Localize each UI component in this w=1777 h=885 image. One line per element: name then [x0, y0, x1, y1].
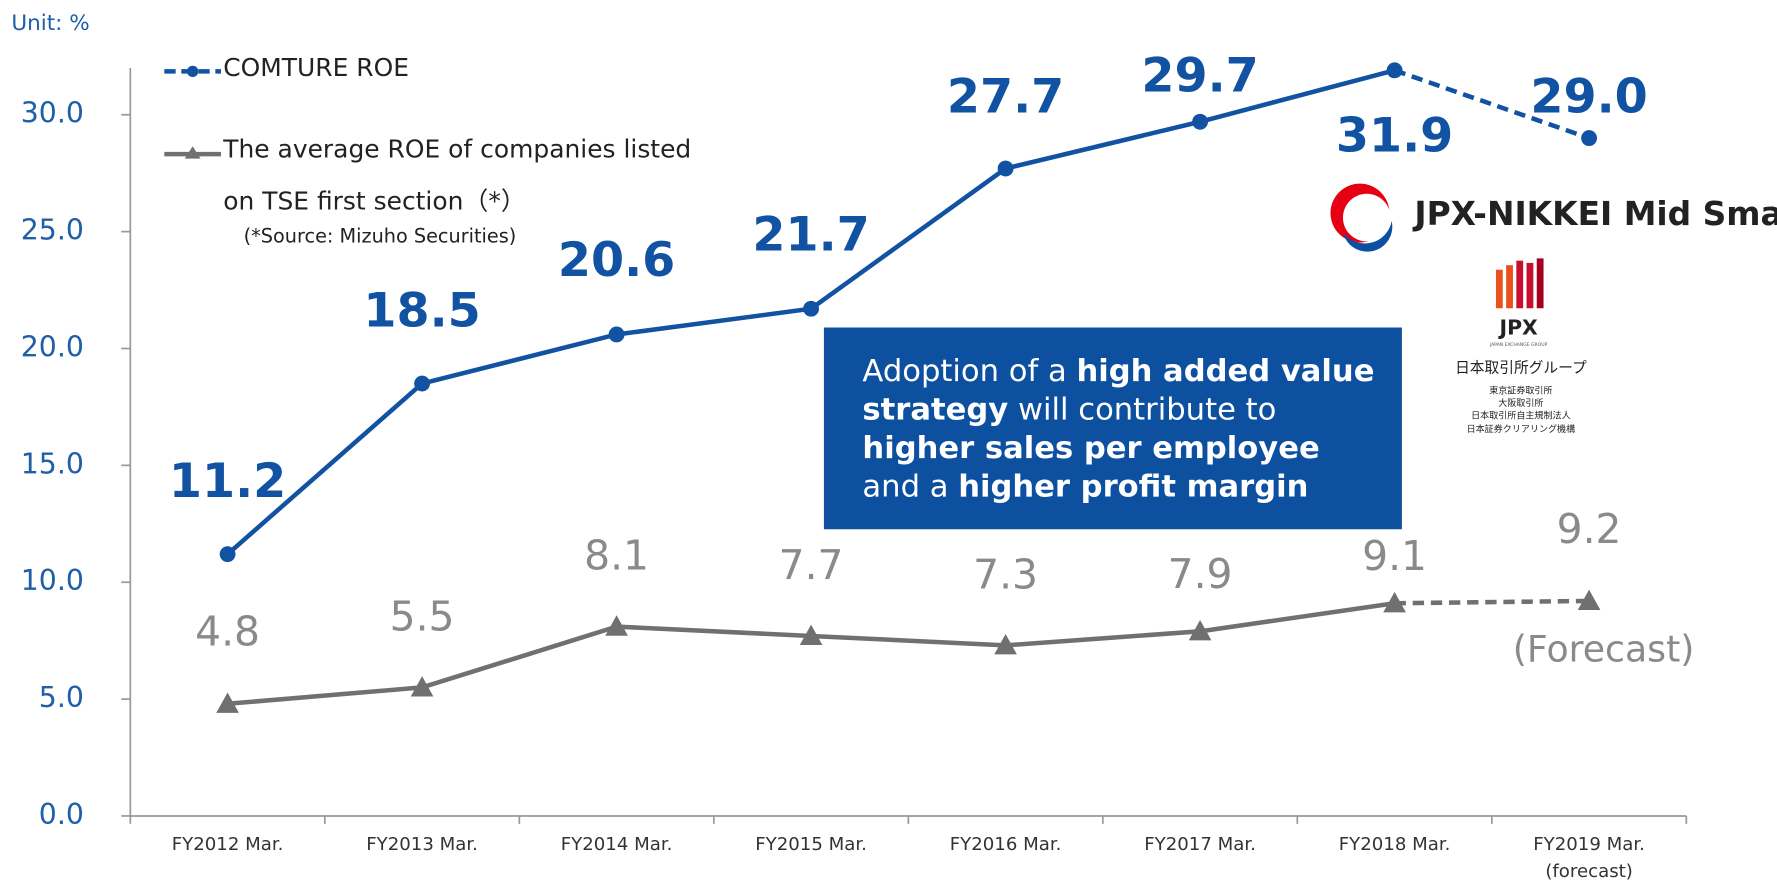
- marker: [1581, 130, 1598, 147]
- marker: [216, 692, 239, 713]
- y-tick-label: 5.0: [39, 681, 84, 714]
- value-label: 8.1: [584, 532, 649, 580]
- group-name: 日本取引所グループ: [1455, 359, 1587, 376]
- marker: [799, 624, 823, 646]
- forecast-note: (Forecast): [1513, 628, 1695, 671]
- value-label: 5.5: [390, 592, 455, 640]
- y-tick-label: 0.0: [39, 798, 84, 831]
- value-label: 7.7: [779, 541, 844, 589]
- jpx-logo: JPX JAPAN EXCHANGE GROUP 日本取引所グループ 東京証券取…: [1455, 258, 1587, 435]
- index-name: JPX-NIKKEI Mid Small: [1412, 194, 1777, 233]
- legend-entry: The average ROE of companies listed on T…: [223, 135, 692, 217]
- jpx-sub: JAPAN EXCHANGE GROUP: [1489, 342, 1548, 348]
- value-label: 29.0: [1530, 70, 1647, 125]
- member: 日本証券クリアリング機構: [1467, 423, 1576, 435]
- x-tick-label: FY2015 Mar.: [755, 832, 867, 855]
- value-label: 4.8: [195, 608, 260, 656]
- marker: [997, 160, 1014, 177]
- callout: Adoption of a high added value strategy …: [823, 327, 1402, 530]
- value-label: 7.9: [1168, 550, 1233, 598]
- x-tick-label: FY2014 Mar.: [560, 832, 673, 855]
- y-tick-label: 15.0: [21, 447, 84, 480]
- callout-text: Adoption of a: [862, 353, 1077, 389]
- jpx-text: JPX: [1497, 316, 1538, 340]
- callout-text: higher profit margin: [958, 469, 1309, 505]
- y-tick-label: 25.0: [21, 214, 84, 247]
- callout-text: will contribute to: [1008, 392, 1277, 428]
- marker: [608, 326, 625, 343]
- value-label: 20.6: [558, 233, 675, 288]
- marker: [605, 615, 628, 636]
- legend-key: [164, 65, 221, 159]
- unit-label: Unit: %: [11, 11, 89, 36]
- series-line: [1394, 598, 1590, 606]
- callout-text: high added value strategy: [862, 353, 1375, 428]
- y-tick-label: 30.0: [21, 97, 84, 130]
- value-label: 21.7: [752, 207, 869, 262]
- marker: [803, 300, 820, 317]
- marker: [1577, 589, 1601, 610]
- value-label: 9.1: [1362, 532, 1427, 580]
- callout-text: and a: [862, 469, 959, 505]
- y-tick-label: 10.0: [21, 564, 84, 597]
- marker: [994, 634, 1017, 655]
- source-note: (*Source: Mizuho Securities): [244, 224, 517, 247]
- value-label: 18.5: [363, 283, 480, 338]
- marker: [414, 375, 431, 392]
- marker: [1386, 62, 1403, 79]
- marker: [1188, 619, 1212, 641]
- value-label: 9.2: [1557, 505, 1622, 553]
- marker: [1192, 113, 1209, 130]
- x-tick-label: FY2018 Mar.: [1338, 832, 1451, 855]
- series-line: [1393, 68, 1590, 141]
- member: 大阪取引所: [1498, 397, 1543, 409]
- callout-text: higher sales per employee: [862, 430, 1320, 466]
- value-label: 31.9: [1336, 108, 1453, 163]
- y-tick-label: 20.0: [21, 330, 84, 363]
- value-label: 27.7: [947, 69, 1064, 124]
- value-label: 7.3: [973, 550, 1038, 598]
- x-tick-label: FY2016 Mar.: [949, 832, 1062, 855]
- x-tick-label: FY2019 Mar. (forecast): [1533, 832, 1645, 882]
- x-tick-label: FY2017 Mar.: [1144, 832, 1256, 855]
- member: 日本取引所自主規制法人: [1471, 409, 1571, 421]
- marker: [219, 546, 236, 563]
- x-tick-label: FY2012 Mar.: [171, 832, 284, 855]
- member: 東京証券取引所: [1489, 384, 1552, 396]
- jpx-nikkei-logo: JPX-NIKKEI Mid Small: [1330, 183, 1777, 252]
- marker: [1383, 591, 1406, 613]
- marker: [410, 676, 434, 697]
- x-tick-label: FY2013 Mar.: [366, 832, 478, 855]
- value-label: 11.2: [169, 454, 286, 509]
- legend-entry: COMTURE ROE: [223, 54, 409, 83]
- value-label: 29.7: [1141, 49, 1258, 104]
